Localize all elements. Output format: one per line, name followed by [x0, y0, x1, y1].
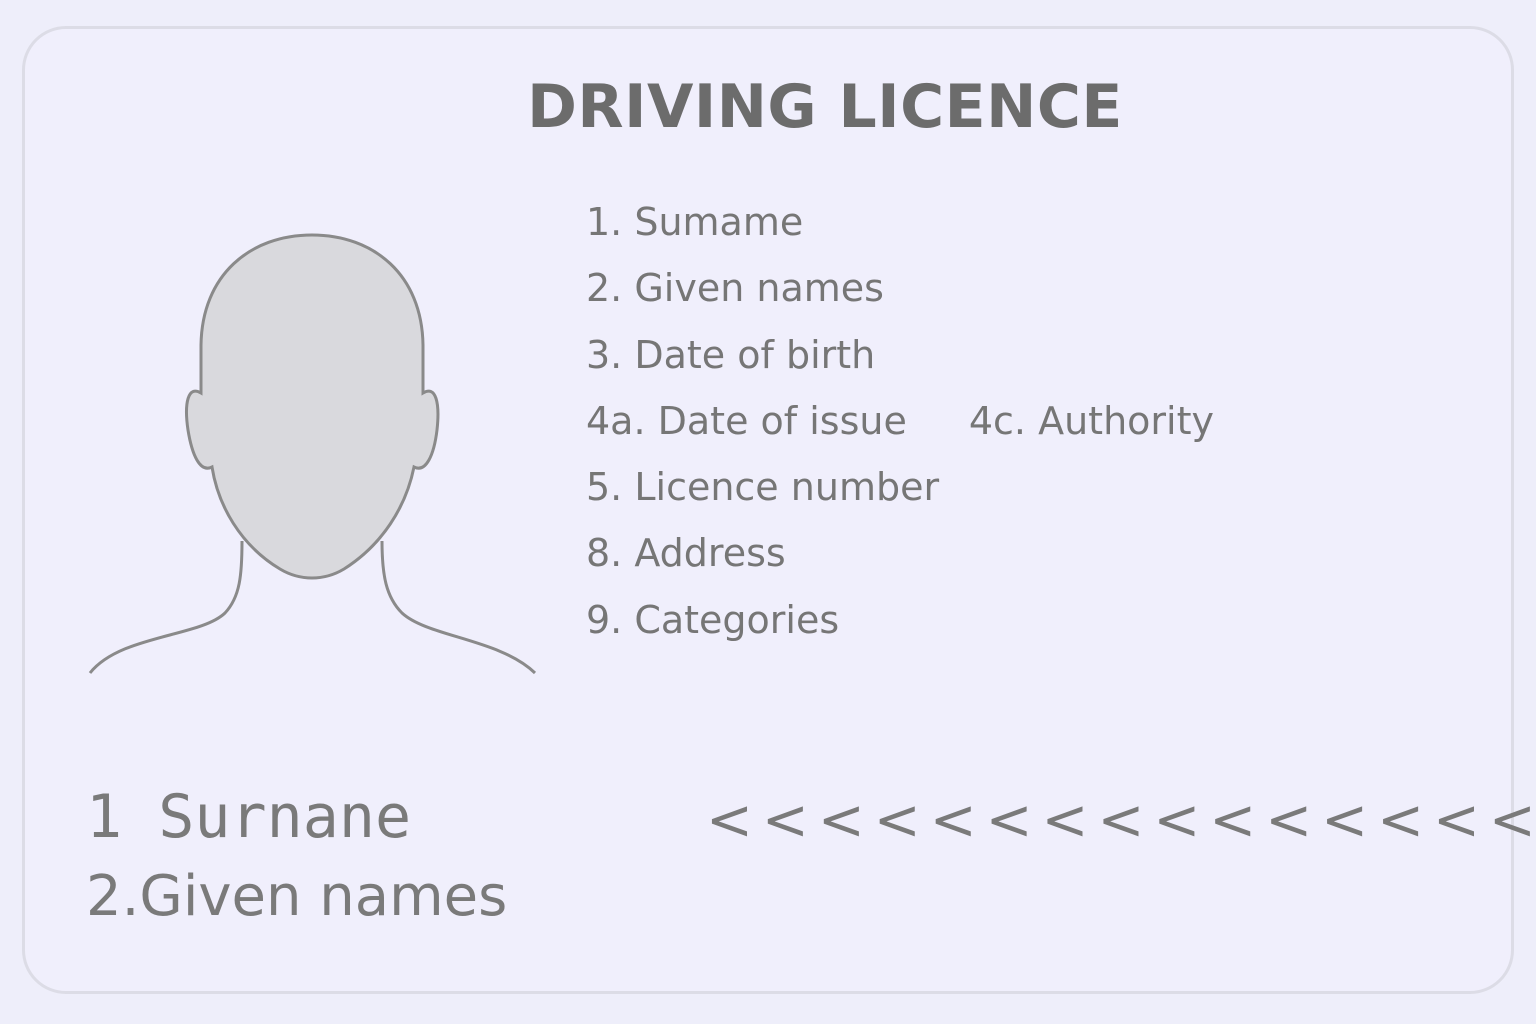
- field-label: 9. Categories: [586, 597, 840, 642]
- field-authority: 4c. Authority: [968, 398, 1214, 443]
- field-label: 2. Given names: [586, 266, 884, 311]
- field-categories: 9. Categories: [586, 594, 1214, 660]
- field-label: 4a. Date of issue: [586, 398, 907, 443]
- field-label: 5. Licence number: [586, 465, 940, 510]
- card-title: DRIVING LICENCE: [527, 72, 1123, 142]
- field-address: 8. Address: [586, 527, 1214, 593]
- bottom-surname-line: 1 Surnane: [86, 782, 412, 852]
- field-label: 8. Address: [586, 531, 786, 576]
- licence-field-list: 1. Sumame 2. Given names 3. Date of birt…: [586, 196, 1214, 660]
- field-given-names: 2. Given names: [586, 262, 1214, 328]
- machine-readable-filler: <<<<<<<<<<<<<<<<: [706, 788, 1536, 853]
- field-surname: 1. Sumame: [586, 196, 1214, 262]
- person-silhouette-icon: [88, 233, 537, 675]
- field-date-of-issue: 4a. Date of issue 4c. Authority: [586, 395, 1214, 461]
- field-label: 1. Sumame: [586, 200, 804, 244]
- field-label: 3. Date of birth: [586, 332, 876, 377]
- bottom-given-names-line: 2.Given names: [86, 864, 508, 929]
- field-licence-number: 5. Licence number: [586, 461, 1214, 527]
- field-date-of-birth: 3. Date of birth: [586, 329, 1214, 395]
